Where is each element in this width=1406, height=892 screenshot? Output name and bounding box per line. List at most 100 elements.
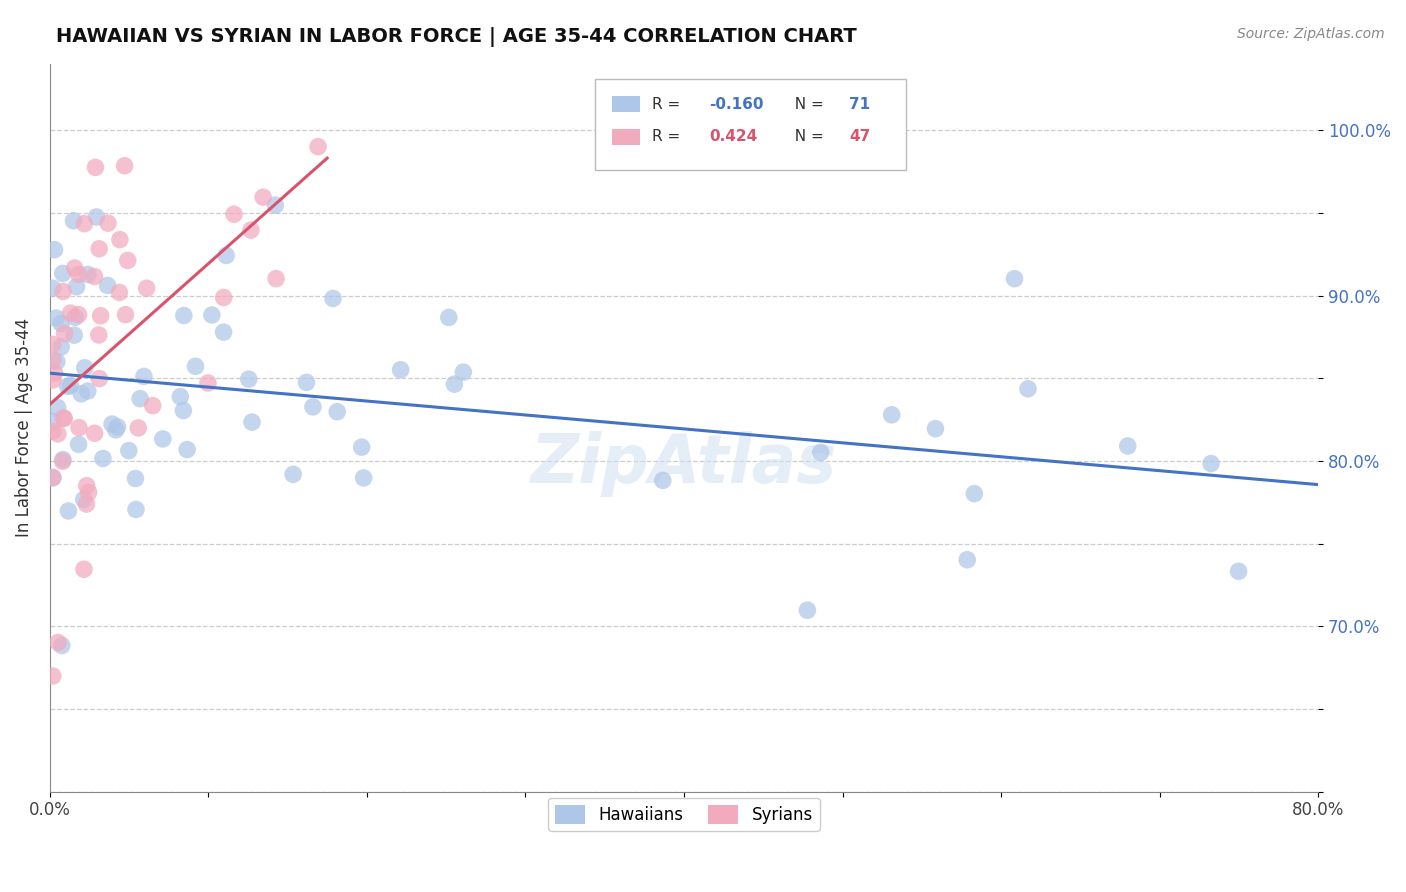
- Point: [796, 603, 818, 617]
- Point: [124, 471, 146, 485]
- Text: 47: 47: [849, 129, 870, 145]
- Point: [42, 414, 65, 428]
- Point: [70, 387, 93, 401]
- Point: [107, 420, 129, 434]
- Point: [59, 306, 82, 320]
- Point: [135, 281, 157, 295]
- Point: [108, 233, 131, 247]
- Point: [63, 310, 86, 325]
- Point: [651, 474, 673, 488]
- Point: [880, 408, 903, 422]
- Point: [67, 420, 90, 434]
- Point: [1017, 382, 1039, 396]
- Point: [222, 207, 245, 221]
- Point: [42, 471, 65, 485]
- Point: [90, 309, 112, 323]
- Point: [238, 372, 260, 386]
- Point: [42, 373, 65, 387]
- Point: [104, 423, 127, 437]
- Point: [42, 337, 65, 351]
- Bar: [612, 96, 640, 112]
- Point: [350, 440, 373, 454]
- Point: [201, 308, 224, 322]
- Point: [91, 451, 114, 466]
- Point: [53, 326, 76, 341]
- Point: [437, 310, 460, 325]
- Bar: [612, 128, 640, 145]
- Point: [152, 432, 174, 446]
- Point: [51, 317, 73, 331]
- Point: [108, 285, 131, 300]
- Point: [42, 424, 65, 438]
- Point: [443, 377, 465, 392]
- Point: [84, 161, 107, 175]
- Point: [59, 378, 82, 392]
- Point: [129, 392, 152, 406]
- Point: [76, 479, 98, 493]
- Point: [322, 292, 344, 306]
- Text: N =: N =: [786, 96, 830, 112]
- Point: [53, 411, 76, 425]
- Text: R =: R =: [652, 96, 685, 112]
- Point: [117, 253, 139, 268]
- Text: 71: 71: [849, 96, 870, 112]
- Point: [56, 379, 79, 393]
- Point: [239, 223, 262, 237]
- Point: [63, 328, 86, 343]
- Text: -0.160: -0.160: [710, 96, 763, 112]
- Text: 0.424: 0.424: [710, 129, 758, 145]
- Point: [197, 376, 219, 390]
- Point: [212, 325, 235, 339]
- Point: [963, 486, 986, 500]
- Point: [1227, 564, 1250, 578]
- Point: [97, 278, 120, 293]
- Point: [73, 492, 96, 507]
- Point: [52, 411, 75, 425]
- Point: [307, 139, 329, 153]
- Point: [62, 214, 84, 228]
- Point: [924, 422, 946, 436]
- Point: [252, 190, 274, 204]
- Legend: Hawaiians, Syrians: Hawaiians, Syrians: [548, 798, 820, 830]
- Point: [52, 267, 75, 281]
- Point: [73, 217, 96, 231]
- Text: N =: N =: [786, 129, 830, 145]
- Point: [142, 399, 165, 413]
- Point: [76, 384, 98, 398]
- Point: [1116, 439, 1139, 453]
- Point: [73, 562, 96, 576]
- Point: [42, 353, 65, 368]
- Point: [302, 400, 325, 414]
- Point: [76, 268, 98, 282]
- Point: [42, 669, 65, 683]
- Point: [114, 308, 136, 322]
- Point: [44, 366, 66, 380]
- Point: [176, 442, 198, 457]
- Point: [132, 369, 155, 384]
- Point: [46, 401, 69, 415]
- Point: [87, 328, 110, 343]
- Point: [1199, 457, 1222, 471]
- Point: [67, 268, 90, 282]
- Point: [353, 471, 375, 485]
- Point: [52, 454, 75, 468]
- Point: [240, 415, 263, 429]
- Point: [453, 365, 475, 379]
- Point: [77, 485, 100, 500]
- Point: [184, 359, 207, 374]
- Point: [44, 243, 66, 257]
- Point: [956, 553, 979, 567]
- Point: [67, 437, 90, 451]
- Point: [118, 443, 141, 458]
- FancyBboxPatch shape: [595, 78, 905, 169]
- Point: [76, 497, 98, 511]
- Point: [42, 281, 65, 295]
- Text: R =: R =: [652, 129, 685, 145]
- Text: Source: ZipAtlas.com: Source: ZipAtlas.com: [1237, 27, 1385, 41]
- Point: [212, 291, 235, 305]
- Point: [89, 371, 111, 385]
- Point: [97, 216, 120, 230]
- Point: [86, 210, 108, 224]
- Point: [58, 504, 80, 518]
- Point: [63, 260, 86, 275]
